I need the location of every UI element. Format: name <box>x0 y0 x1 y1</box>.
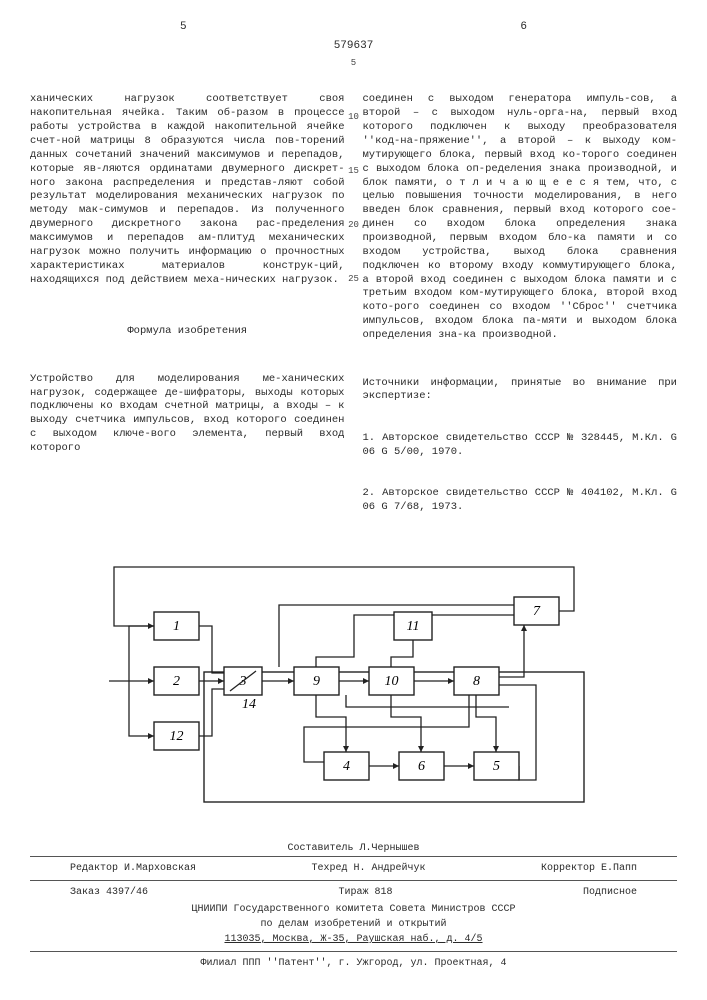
left-para2: Устройство для моделирования ме-ханическ… <box>30 373 345 456</box>
col-num-left: 5 <box>180 20 187 35</box>
block-diagram: 12123910118465714 <box>94 557 614 827</box>
editor-label: Редактор <box>70 863 118 874</box>
line-marker: 5 <box>348 58 359 70</box>
corrector-name: Е.Папп <box>601 863 637 874</box>
svg-text:7: 7 <box>533 604 541 619</box>
left-column: ханических нагрузок соответствует своя н… <box>30 66 345 543</box>
svg-text:5: 5 <box>493 759 500 774</box>
svg-text:14: 14 <box>242 697 256 712</box>
right-column: соединен с выходом генератора импуль-сов… <box>363 66 678 543</box>
col-num-right: 6 <box>520 20 527 35</box>
svg-text:4: 4 <box>343 759 350 774</box>
org-line-1: ЦНИИПИ Государственного комитета Совета … <box>30 902 677 917</box>
source-2: 2. Авторское свидетельство СССР № 404102… <box>363 487 678 515</box>
org-line-2: по делам изобретений и открытий <box>30 917 677 932</box>
svg-text:10: 10 <box>384 674 398 689</box>
line-marker: 25 <box>348 274 359 286</box>
svg-text:1: 1 <box>173 619 180 634</box>
podpisnoe: Подписное <box>583 885 637 900</box>
tirazh: Тираж 818 <box>338 885 392 900</box>
compiler-label: Составитель <box>287 843 353 854</box>
page: 5 6 579637 5 10 15 20 25 ханических нагр… <box>0 0 707 1000</box>
imprint-footer: Составитель Л.Чернышев Редактор И.Мархов… <box>30 841 677 971</box>
filial: Филиал ППП ''Патент'', г. Ужгород, ул. П… <box>30 956 677 971</box>
left-para1: ханических нагрузок соответствует своя н… <box>30 93 345 287</box>
patent-number: 579637 <box>30 39 677 54</box>
line-marker: 15 <box>348 166 359 178</box>
line-marker: 20 <box>348 220 359 232</box>
svg-text:2: 2 <box>173 674 180 689</box>
column-numbers: 5 6 <box>30 20 677 35</box>
svg-text:9: 9 <box>313 674 320 689</box>
techred-name: Н. Андрейчук <box>354 863 426 874</box>
address-1: 113035, Москва, Ж-35, Раушская наб., д. … <box>30 932 677 947</box>
line-marker: 10 <box>348 112 359 124</box>
sources-title: Источники информации, принятые во вниман… <box>363 377 678 405</box>
compiler-name: Л.Чернышев <box>360 843 420 854</box>
formula-title: Формула изобретения <box>30 325 345 339</box>
line-number-gutter: 5 10 15 20 25 <box>348 58 359 327</box>
source-1: 1. Авторское свидетельство СССР № 328445… <box>363 432 678 460</box>
techred-label: Техред <box>311 863 347 874</box>
svg-text:12: 12 <box>169 729 183 744</box>
corrector-label: Корректор <box>541 863 595 874</box>
svg-text:8: 8 <box>473 674 480 689</box>
svg-text:6: 6 <box>418 759 425 774</box>
right-para1: соединен с выходом генератора импуль-сов… <box>363 93 678 342</box>
order-number: Заказ 4397/46 <box>70 885 148 900</box>
svg-text:11: 11 <box>406 619 419 634</box>
editor-name: И.Марховская <box>124 863 196 874</box>
